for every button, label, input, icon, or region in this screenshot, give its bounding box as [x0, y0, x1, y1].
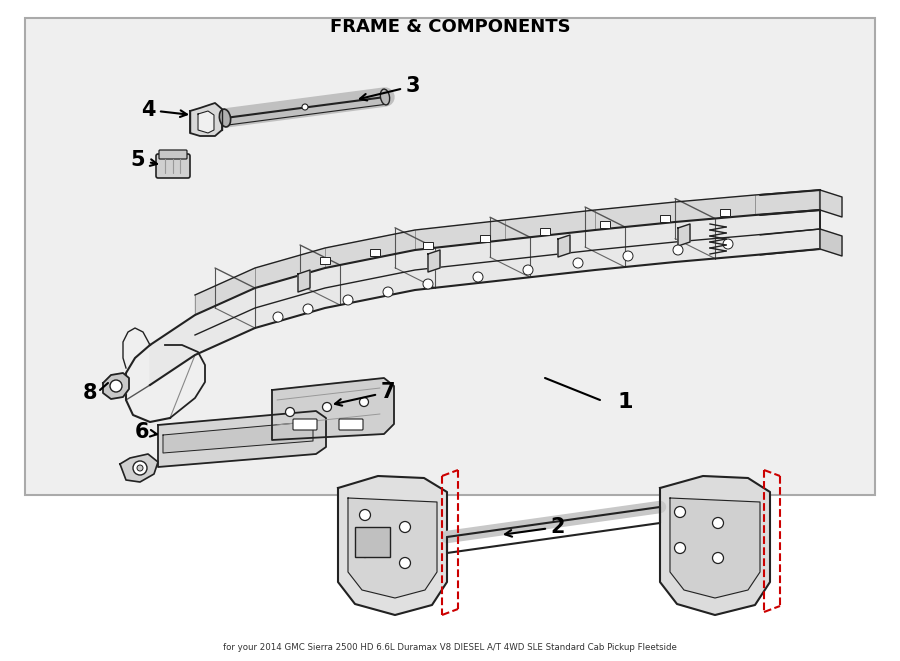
Circle shape — [723, 239, 733, 249]
Circle shape — [713, 553, 724, 563]
Circle shape — [359, 510, 371, 520]
Polygon shape — [190, 103, 222, 136]
Polygon shape — [255, 248, 325, 288]
Polygon shape — [325, 250, 415, 308]
Ellipse shape — [220, 109, 230, 127]
Text: 8: 8 — [83, 383, 97, 403]
Circle shape — [523, 265, 533, 275]
Polygon shape — [198, 111, 214, 133]
FancyBboxPatch shape — [339, 419, 363, 430]
Polygon shape — [678, 224, 690, 246]
Text: 5: 5 — [130, 150, 157, 170]
Polygon shape — [348, 498, 437, 598]
Text: 3: 3 — [360, 76, 420, 100]
Circle shape — [133, 461, 147, 475]
Circle shape — [303, 304, 313, 314]
Circle shape — [400, 522, 410, 533]
FancyBboxPatch shape — [293, 419, 317, 430]
Bar — [720, 208, 730, 215]
Bar — [355, 527, 390, 557]
Bar — [480, 235, 490, 241]
Circle shape — [400, 557, 410, 568]
Text: 4: 4 — [140, 100, 187, 120]
Polygon shape — [195, 288, 255, 355]
Text: 6: 6 — [135, 422, 157, 442]
Polygon shape — [195, 268, 255, 315]
Bar — [320, 256, 330, 264]
Polygon shape — [298, 270, 310, 292]
Polygon shape — [325, 230, 415, 268]
Bar — [660, 215, 670, 221]
Polygon shape — [755, 210, 820, 255]
Polygon shape — [255, 268, 325, 328]
Polygon shape — [670, 498, 760, 598]
Polygon shape — [163, 422, 313, 453]
Text: 2: 2 — [505, 517, 565, 537]
Polygon shape — [25, 18, 875, 495]
Polygon shape — [660, 476, 770, 615]
Circle shape — [623, 251, 633, 261]
Polygon shape — [820, 190, 842, 217]
Circle shape — [302, 104, 308, 110]
Polygon shape — [675, 195, 755, 222]
Polygon shape — [272, 378, 394, 440]
Polygon shape — [558, 235, 570, 257]
Circle shape — [674, 506, 686, 518]
Circle shape — [322, 403, 331, 412]
Polygon shape — [338, 476, 447, 615]
Circle shape — [285, 407, 294, 416]
Polygon shape — [415, 240, 505, 290]
Circle shape — [359, 547, 371, 557]
Text: 1: 1 — [617, 392, 633, 412]
Polygon shape — [505, 230, 595, 280]
Circle shape — [273, 312, 283, 322]
Text: 7: 7 — [335, 382, 395, 406]
Polygon shape — [158, 411, 326, 467]
Circle shape — [359, 397, 368, 407]
Polygon shape — [820, 229, 842, 256]
Circle shape — [473, 272, 483, 282]
Polygon shape — [103, 373, 129, 399]
Text: for your 2014 GMC Sierra 2500 HD 6.6L Duramax V8 DIESEL A/T 4WD SLE Standard Cab: for your 2014 GMC Sierra 2500 HD 6.6L Du… — [223, 644, 677, 652]
Polygon shape — [120, 454, 158, 482]
Circle shape — [343, 295, 353, 305]
Polygon shape — [595, 222, 675, 270]
Polygon shape — [505, 210, 595, 240]
Circle shape — [423, 279, 433, 289]
Polygon shape — [428, 250, 440, 272]
Circle shape — [674, 543, 686, 553]
Circle shape — [573, 258, 583, 268]
Ellipse shape — [381, 89, 390, 105]
Bar — [423, 241, 433, 249]
Circle shape — [110, 380, 122, 392]
Text: FRAME & COMPONENTS: FRAME & COMPONENTS — [329, 18, 571, 36]
FancyBboxPatch shape — [159, 150, 187, 159]
Circle shape — [383, 287, 393, 297]
FancyBboxPatch shape — [156, 154, 190, 178]
Polygon shape — [595, 202, 675, 230]
Bar — [370, 249, 380, 256]
Bar — [540, 227, 550, 235]
Polygon shape — [675, 215, 755, 262]
Circle shape — [673, 245, 683, 255]
Circle shape — [713, 518, 724, 529]
Bar — [600, 221, 610, 227]
Polygon shape — [415, 220, 505, 250]
Circle shape — [137, 465, 143, 471]
Polygon shape — [150, 315, 195, 385]
Polygon shape — [755, 190, 820, 215]
